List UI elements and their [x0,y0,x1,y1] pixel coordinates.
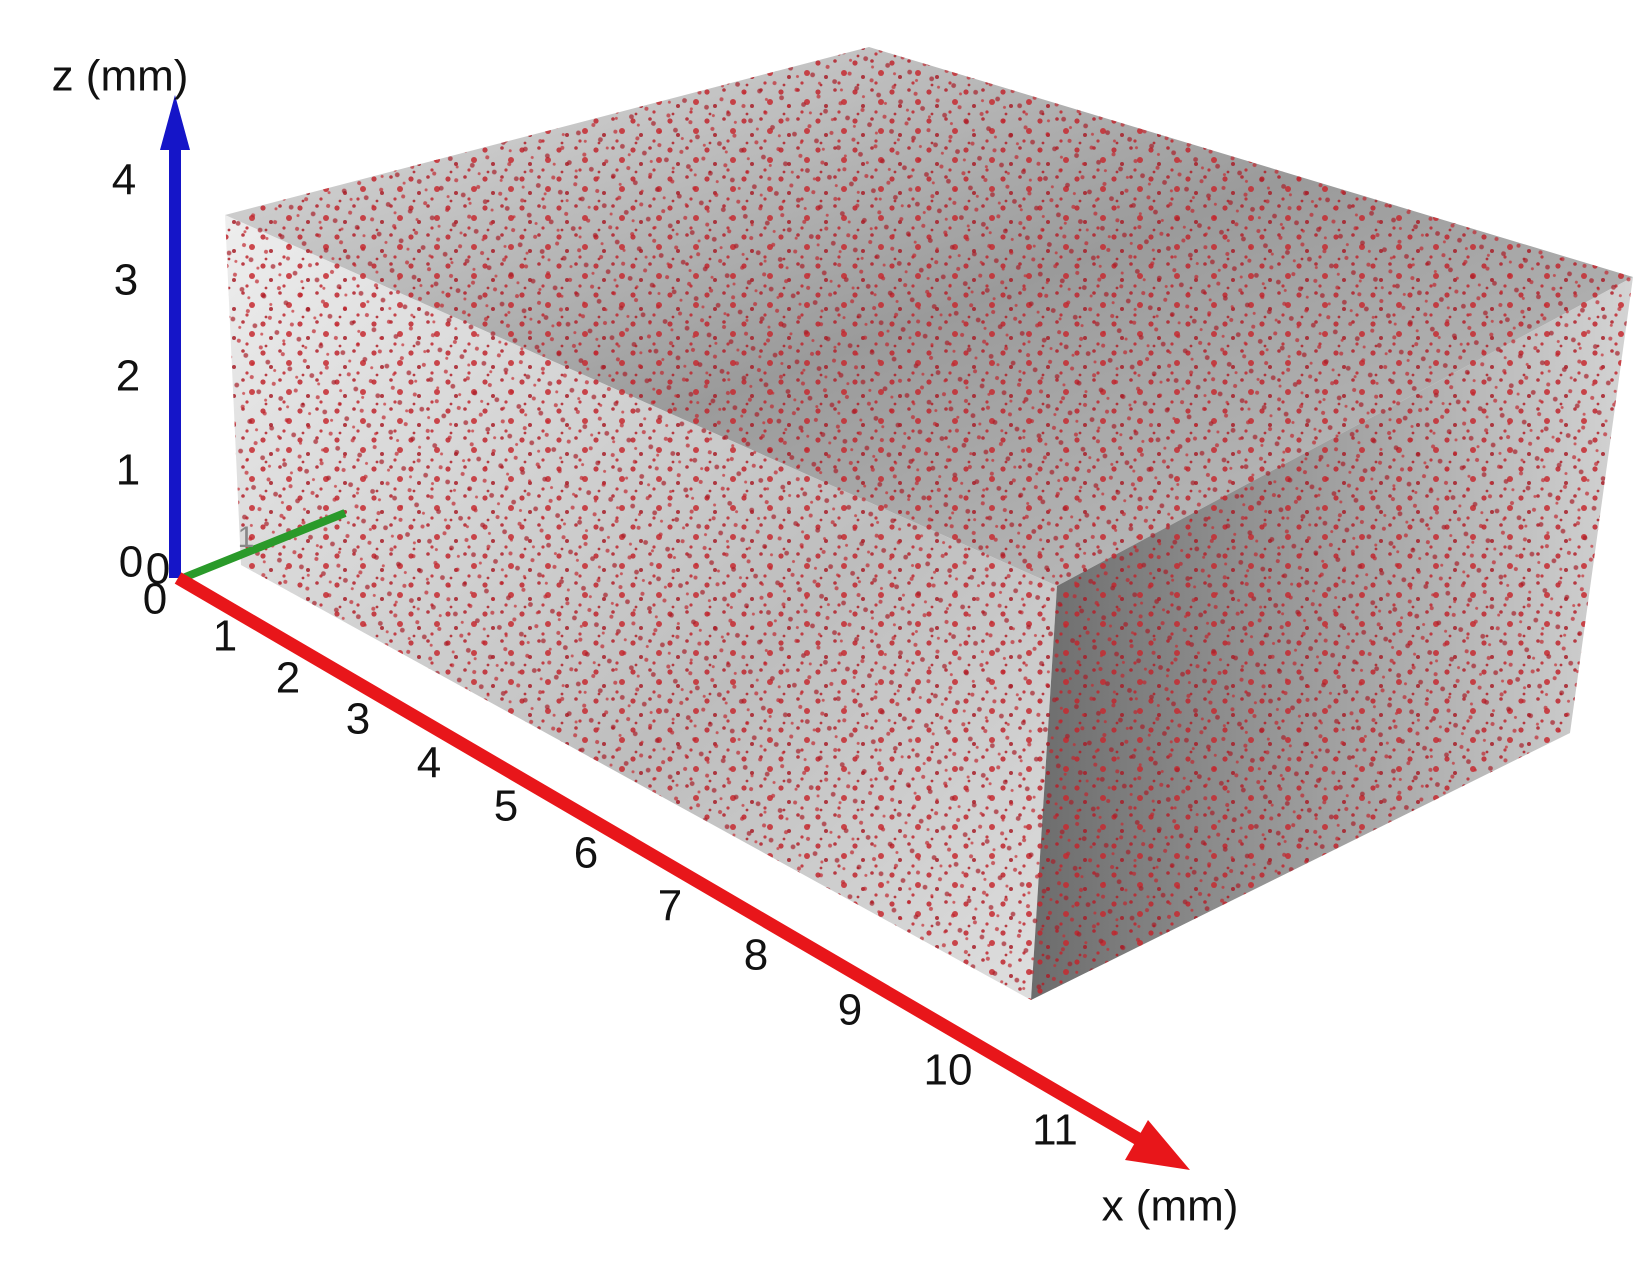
axes [160,95,1190,1170]
x-tick-label: 2 [276,654,300,703]
y-tick-label: 0 [146,545,170,594]
z-tick-label: 1 [116,446,140,495]
z-tick-label: 4 [112,156,136,205]
x-tick-label: 3 [346,695,370,744]
z-arrow [160,95,190,150]
z-tick-label: 3 [114,256,138,305]
x-tick-label: 4 [417,739,441,788]
x-tick-label: 11 [1032,1106,1078,1155]
x-axis [174,572,1144,1146]
x-tick-label: 8 [744,931,768,980]
x-tick-label: 9 [838,986,862,1035]
z-axis-label: z (mm) [52,52,189,101]
y-axis [181,509,347,582]
z-tick-label: 2 [116,352,140,401]
x-tick-label: 1 [213,612,237,661]
x-arrow [1125,1120,1190,1170]
x-tick-label: 0 [143,575,167,624]
x-tick-label: 6 [574,829,598,878]
x-tick-label: 7 [658,882,682,931]
x-tick-label: 5 [494,782,518,831]
x-tick-label: 10 [924,1046,973,1095]
z-tick-label: 0 [119,538,143,587]
sample-volume [225,47,1633,1000]
y-tick-label: 1 [238,521,255,554]
x-axis-label: x (mm) [1102,1182,1239,1231]
